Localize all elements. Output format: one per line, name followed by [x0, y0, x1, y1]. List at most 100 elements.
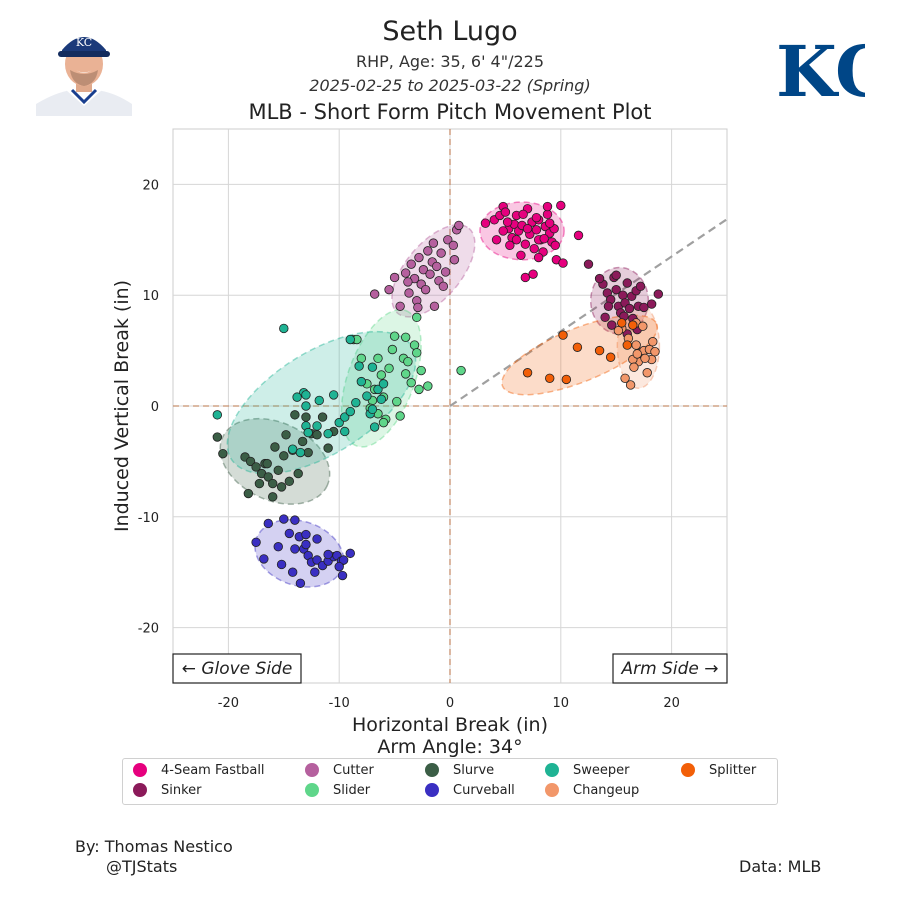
pitch-point	[550, 240, 560, 251]
pitch-point	[440, 267, 451, 277]
pitch-point	[276, 559, 287, 570]
pitch-point	[303, 427, 313, 438]
credit-handle: @TJStats	[106, 857, 178, 876]
arm-angle-line	[449, 218, 728, 407]
pitch-point	[420, 284, 431, 295]
legend-item: Curveball	[425, 782, 515, 800]
pitch-point	[491, 235, 502, 245]
pitch-point	[646, 299, 657, 309]
pitch-point	[400, 369, 411, 379]
pitch-point	[367, 362, 378, 372]
data-source: Data: MLB	[739, 857, 822, 876]
x-tick-label: -10	[329, 696, 350, 711]
team-logo-text: KC	[776, 30, 865, 113]
pitch-point	[618, 290, 628, 300]
pitch-point	[561, 374, 572, 385]
pitch-point	[212, 432, 223, 442]
pitch-point	[262, 458, 272, 469]
pitch-point	[528, 269, 538, 279]
pitch-point	[378, 417, 389, 428]
pitch-point	[259, 554, 269, 564]
pitch-point	[529, 243, 539, 254]
pitch-point	[273, 465, 283, 475]
glove-side-label: ← Glove Side	[182, 659, 293, 679]
pitch-point	[312, 534, 322, 544]
pitch-point	[345, 334, 355, 345]
pitch-point	[345, 406, 355, 417]
legend-item: Sweeper	[545, 762, 629, 780]
pitch-point	[290, 410, 300, 420]
pitch-point	[251, 537, 261, 547]
pitch-point	[404, 288, 414, 298]
pitch-point	[539, 233, 549, 244]
pitch-point	[400, 268, 411, 278]
pitch-point	[617, 318, 627, 328]
pitch-point	[268, 492, 278, 502]
pitch-point	[511, 235, 522, 245]
x-tick-label: 20	[663, 696, 680, 711]
pitch-point	[520, 239, 531, 249]
legend: 4-Seam Fastball Sinker Cutter Slider Slurve C…	[122, 758, 778, 805]
glove-side-box	[172, 653, 302, 684]
pitch-point	[218, 448, 228, 459]
pitch-point	[212, 410, 223, 420]
pitch-point	[631, 340, 641, 350]
pitch-point	[650, 347, 660, 357]
pitch-point	[254, 478, 265, 489]
pitch-point	[505, 240, 515, 251]
legend-marker	[425, 783, 439, 797]
pitch-point	[297, 436, 308, 447]
pitch-point	[279, 514, 289, 524]
pitch-point	[648, 337, 658, 347]
pitch-point	[354, 361, 364, 371]
pitch-point	[573, 230, 584, 241]
y-tick-label: 10	[142, 289, 159, 304]
legend-label: Slider	[333, 783, 371, 798]
pitch-point	[583, 259, 594, 269]
pitch-point	[362, 391, 372, 401]
legend-label: Cutter	[333, 763, 374, 778]
pitch-point	[310, 567, 320, 577]
pitch-point	[425, 269, 435, 279]
pitch-point	[423, 246, 433, 256]
pitch-point	[279, 451, 289, 461]
pitch-point	[432, 261, 442, 272]
credit-name: By: Thomas Nestico	[75, 837, 233, 856]
pitch-point	[400, 332, 411, 343]
pitch-point	[292, 392, 302, 402]
pitch-point	[245, 456, 256, 467]
pitch-point	[480, 218, 491, 228]
pitch-point	[340, 412, 350, 422]
pitch-point	[312, 555, 322, 565]
pitch-point	[409, 340, 420, 350]
pitch-point	[429, 301, 440, 311]
pitch-point	[301, 539, 311, 550]
pitch-point	[594, 273, 605, 284]
pitch-point	[384, 363, 394, 374]
pitch-point	[392, 396, 402, 407]
arm-angle-label: Arm Angle: 34°	[377, 736, 522, 758]
pitch-point	[438, 281, 449, 292]
pitch-point	[395, 301, 405, 311]
x-tick-label: -20	[218, 696, 239, 711]
pitch-point	[607, 320, 617, 330]
pitch-point	[516, 250, 526, 261]
pitch-point	[295, 578, 306, 588]
pitch-point	[373, 384, 383, 395]
pitch-point	[545, 373, 555, 384]
legend-item: Slurve	[425, 762, 494, 780]
pitch-point	[603, 301, 614, 311]
pitch-point	[558, 330, 568, 340]
pitch-point	[287, 567, 298, 577]
pitch-point	[533, 252, 544, 263]
pitch-point	[403, 277, 413, 287]
legend-marker	[305, 783, 319, 797]
pitch-point	[328, 390, 339, 400]
y-axis-label: Induced Vertical Break (in)	[111, 280, 133, 532]
pitch-point	[312, 430, 322, 440]
pitch-point	[642, 368, 652, 378]
pitch-point	[243, 488, 254, 499]
legend-item: Sinker	[133, 782, 202, 800]
pitch-point	[620, 373, 630, 384]
pitch-point	[520, 272, 531, 283]
